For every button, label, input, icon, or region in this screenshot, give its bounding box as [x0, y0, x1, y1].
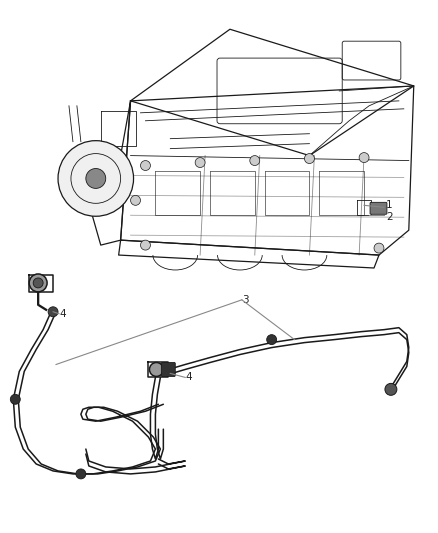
Circle shape: [48, 307, 58, 317]
Circle shape: [385, 383, 397, 395]
Text: 4: 4: [185, 373, 192, 382]
Circle shape: [141, 160, 150, 171]
Text: 3: 3: [242, 295, 248, 305]
Circle shape: [250, 156, 260, 166]
Circle shape: [149, 362, 163, 376]
Text: 4: 4: [59, 309, 66, 319]
Circle shape: [359, 152, 369, 163]
FancyBboxPatch shape: [161, 362, 175, 376]
Text: 1: 1: [386, 200, 392, 211]
Circle shape: [131, 196, 141, 205]
Circle shape: [374, 243, 384, 253]
Circle shape: [29, 274, 47, 292]
Text: 2: 2: [386, 212, 392, 222]
Circle shape: [304, 154, 314, 164]
Circle shape: [86, 168, 106, 188]
Circle shape: [11, 394, 20, 404]
Circle shape: [76, 469, 86, 479]
Circle shape: [58, 141, 134, 216]
FancyBboxPatch shape: [370, 203, 387, 214]
Circle shape: [141, 240, 150, 250]
Circle shape: [195, 158, 205, 167]
Circle shape: [33, 278, 43, 288]
Circle shape: [267, 335, 277, 345]
